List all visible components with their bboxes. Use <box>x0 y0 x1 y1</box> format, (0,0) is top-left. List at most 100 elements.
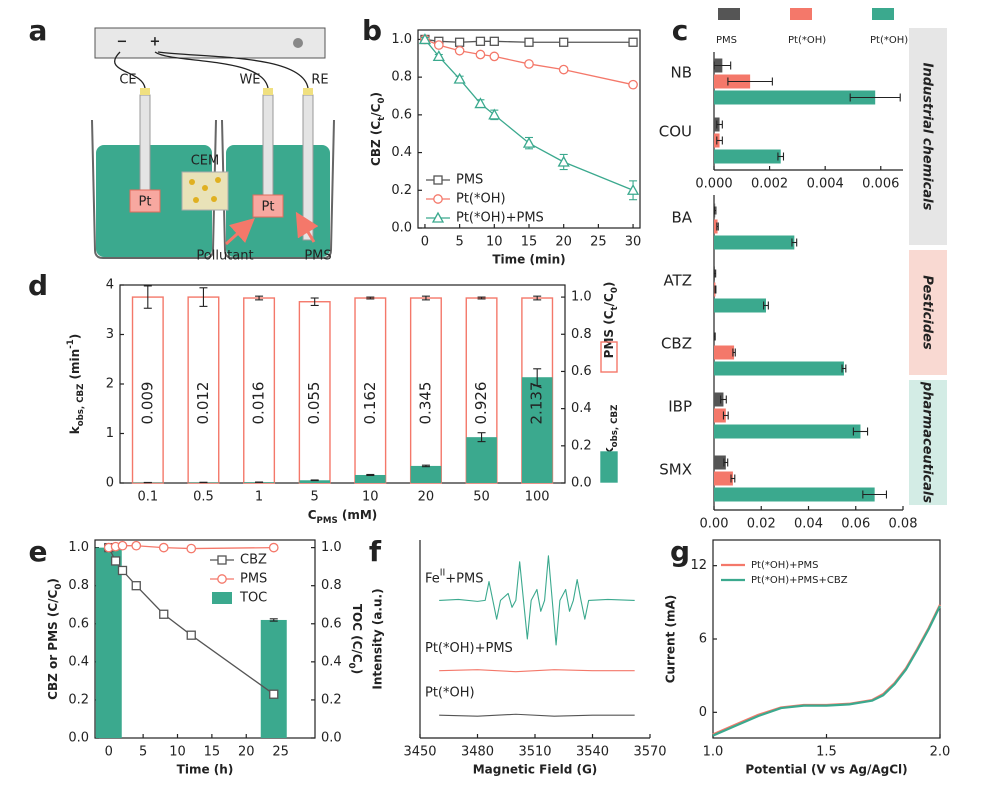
marker <box>117 540 128 551</box>
legend-label: Pt(*OH) <box>456 192 506 207</box>
legend-label: Pt(*OH)+PMS <box>456 211 544 226</box>
membrane-dot <box>193 197 199 203</box>
plot-frame <box>712 539 941 739</box>
bar <box>299 480 330 483</box>
bar <box>260 619 287 738</box>
series-line <box>712 605 941 737</box>
marker <box>454 45 465 56</box>
electrode-material: Pt <box>262 200 275 215</box>
x-tick-label: 1.0 <box>703 745 724 760</box>
text-part: t <box>610 306 620 310</box>
y-tick-label: 0 <box>106 476 114 491</box>
x-tick-label: 0.002 <box>751 177 788 192</box>
x-tick-label: 5 <box>311 490 319 505</box>
bar <box>714 455 726 470</box>
text-part: t <box>377 117 387 121</box>
beaker <box>221 119 335 259</box>
x-tick-label: 10 <box>486 235 503 250</box>
x-tick-label: 20 <box>555 235 572 250</box>
electrode-cap <box>140 88 150 95</box>
panel-a-diagram: a − + CEM Pt Pt CE WE RE Pollutant <box>29 14 335 264</box>
membrane-dot <box>189 179 195 185</box>
text-part: ) <box>351 669 365 674</box>
bar <box>466 437 497 483</box>
panel-label: d <box>28 269 48 302</box>
text-part: ) <box>46 578 60 583</box>
value-label: 0.012 <box>194 382 212 425</box>
x-tick-label: 0.08 <box>889 517 918 532</box>
y-tick-label: 0.4 <box>68 654 89 669</box>
group-label: Pesticides <box>920 275 935 350</box>
text-part: obs, CBZ <box>76 384 86 427</box>
bar <box>714 392 724 407</box>
category-label: COU <box>659 123 692 141</box>
marker <box>432 50 445 62</box>
y-tick-label: 0.0 <box>391 221 412 236</box>
membrane-dot <box>215 177 221 183</box>
y-tick-label: 0.8 <box>571 327 592 342</box>
x-axis-label: Time (min) <box>492 253 565 267</box>
x-tick-label: 25 <box>272 745 289 760</box>
y-tick-label: 6 <box>699 632 707 647</box>
electrode-rod <box>139 94 151 191</box>
x-tick-label: 0 <box>421 235 429 250</box>
legend-label: kobs, CBZ <box>602 405 620 456</box>
x-tick-label: 2.0 <box>930 745 951 760</box>
category-label: IBP <box>668 398 692 416</box>
x-tick-label: 0.1 <box>137 490 158 505</box>
text-part: /C <box>369 103 383 116</box>
electrode-label: CE <box>119 73 136 88</box>
y-tick-label: 0.4 <box>321 654 342 669</box>
value-label: 0.055 <box>305 382 323 425</box>
category-label: SMX <box>659 461 692 479</box>
value-label: 0.009 <box>138 382 156 425</box>
electrode-cap <box>303 88 313 95</box>
y-tick-label: 1.0 <box>571 290 592 305</box>
text-part: +PMS <box>445 571 483 586</box>
y-tick-label: 2 <box>106 377 114 392</box>
electrode-rod <box>302 94 314 241</box>
x-tick-label: 0.04 <box>794 517 823 532</box>
value-label: 0.345 <box>416 382 434 425</box>
series-line <box>108 547 275 695</box>
x-tick-label: 3570 <box>633 745 666 760</box>
text-part: C <box>308 508 317 522</box>
membrane-dot <box>211 196 217 202</box>
x-tick-label: 15 <box>521 235 538 250</box>
x-tick-label: 0.000 <box>695 177 732 192</box>
x-tick-label: 5 <box>139 745 147 760</box>
x-tick-label: 0.004 <box>807 177 844 192</box>
marker <box>268 542 279 553</box>
group-label: Industrial chemicals <box>920 63 935 211</box>
text-part: CBZ or PMS (C/C <box>46 589 60 699</box>
electrode-label: RE <box>311 73 328 88</box>
text-part: PMS (C <box>602 310 616 358</box>
legend-label: PMS <box>240 572 267 587</box>
y-tick-label: 0.6 <box>571 364 592 379</box>
bar <box>714 361 844 376</box>
marker <box>131 581 141 591</box>
y-axis-label: Current (mA) <box>664 595 678 684</box>
text-part: (min <box>68 349 82 384</box>
y-tick-label: 0.0 <box>571 476 592 491</box>
y-tick-label: 0.8 <box>321 578 342 593</box>
category-label: CBZ <box>661 335 692 353</box>
panel-label: b <box>362 14 382 47</box>
value-label: 0.162 <box>361 382 379 425</box>
bar <box>714 298 766 313</box>
y-tick-label: 0 <box>699 705 707 720</box>
y-axis-label: Intensity (a.u.) <box>371 588 385 689</box>
text-part: ) <box>602 282 616 287</box>
x-tick-label: 10 <box>169 745 186 760</box>
legend-swatch <box>872 8 894 20</box>
electrode-label: WE <box>239 73 260 88</box>
y-tick-label: 12 <box>690 558 707 573</box>
marker <box>454 37 465 47</box>
x-tick-label: 30 <box>625 235 642 250</box>
x-tick-label: 15 <box>204 745 221 760</box>
y-tick-label: 0.8 <box>68 578 89 593</box>
legend-label: CBZ <box>240 553 267 568</box>
marker <box>474 97 487 109</box>
x-tick-label: 20 <box>418 490 435 505</box>
